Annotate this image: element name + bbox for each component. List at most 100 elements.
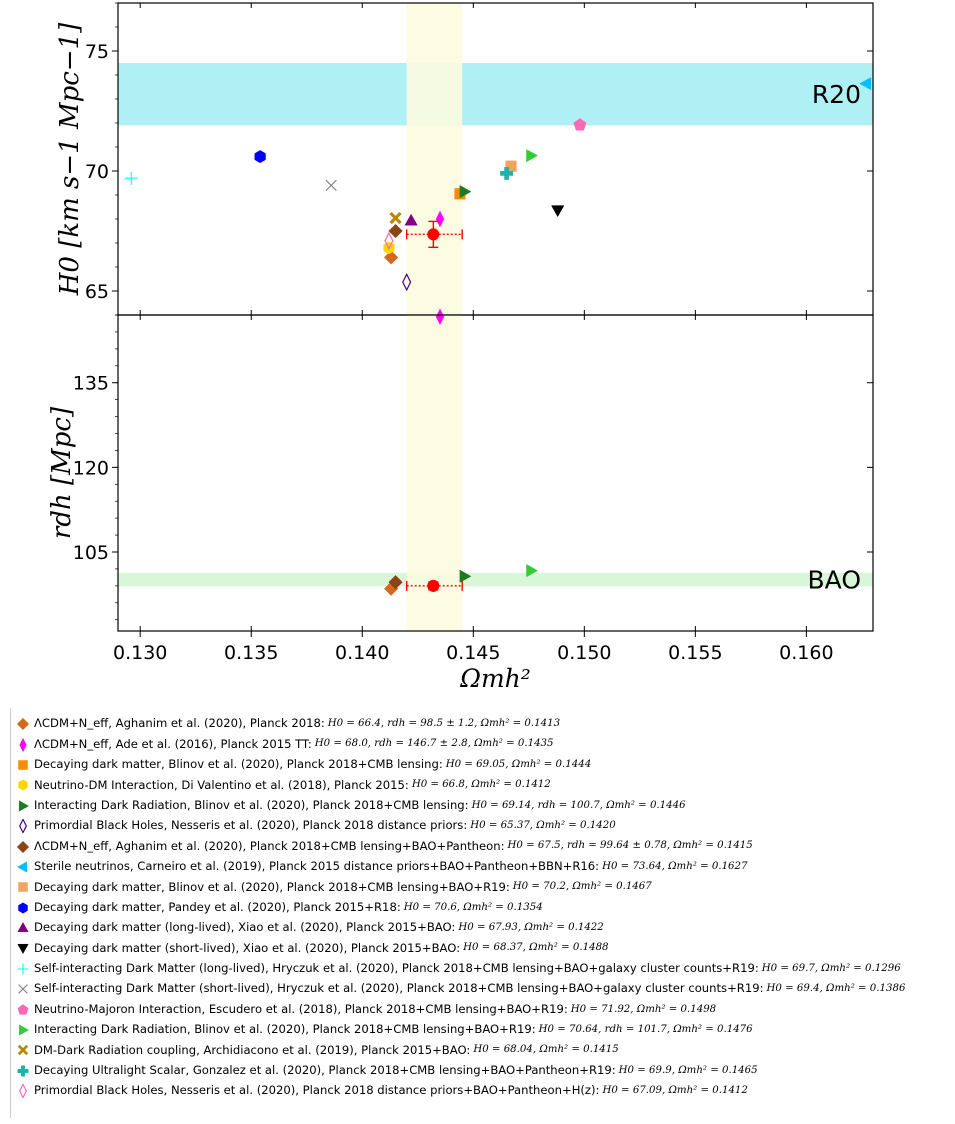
legend-values: H0 = 73.64, Ωmh² = 0.1627 bbox=[602, 860, 748, 872]
legend-values: H0 = 69.4, Ωmh² = 0.1386 bbox=[766, 983, 906, 995]
legend-values: H0 = 68.04, Ωmh² = 0.1415 bbox=[473, 1044, 619, 1056]
legend-marker-icon bbox=[18, 882, 28, 893]
legend-item: Decaying dark matter (short-lived), Xiao… bbox=[11, 938, 945, 958]
legend-values: H0 = 69.14, rdh = 100.7, Ωmh² = 0.1446 bbox=[471, 799, 686, 811]
legend-item: Interacting Dark Radiation, Blinov et al… bbox=[11, 1020, 945, 1040]
data-point bbox=[388, 575, 403, 590]
legend-values: H0 = 69.9, Ωmh² = 0.1465 bbox=[618, 1064, 758, 1076]
legend-values: H0 = 70.64, rdh = 101.7, Ωmh² = 0.1476 bbox=[538, 1023, 753, 1035]
x-axis-label: Ωmh² bbox=[459, 664, 531, 693]
y-tick-label: 70 bbox=[85, 161, 109, 183]
legend-marker-icon bbox=[17, 944, 29, 955]
rdh-panel: BAO 105 120 135 rdh [Mpc] bbox=[47, 308, 874, 632]
y-tick-label: 105 bbox=[73, 542, 109, 564]
data-point bbox=[389, 211, 402, 225]
legend-label: Sterile neutrinos, Carneiro et al. (2019… bbox=[34, 859, 600, 874]
legend-values: H0 = 67.93, Ωmh² = 0.1422 bbox=[458, 922, 604, 933]
data-point bbox=[459, 569, 472, 583]
legend-values: H0 = 67.5, rdh = 99.64 ± 0.78, Ωmh² = 0.… bbox=[507, 840, 753, 852]
legend-label: ΛCDM+N_eff, Ade et al. (2016), Planck 20… bbox=[34, 736, 312, 751]
legend-item: Decaying dark matter, Blinov et al. (202… bbox=[11, 877, 945, 897]
legend-values: H0 = 71.92, Ωmh² = 0.1498 bbox=[570, 1003, 717, 1015]
data-point bbox=[124, 171, 138, 185]
legend-values: H0 = 66.4, rdh = 98.5 ± 1.2, Ωmh² = 0.14… bbox=[327, 718, 561, 730]
legend-item: ΛCDM+N_eff, Ade et al. (2016), Planck 20… bbox=[11, 734, 945, 754]
legend-item: Neutrino-Majoron Interaction, Escudero e… bbox=[11, 999, 945, 1019]
legend-values: H0 = 69.7, Ωmh² = 0.1296 bbox=[761, 962, 901, 974]
y-axis-label-rdh: rdh [Mpc] bbox=[47, 406, 77, 539]
y-tick-label: 135 bbox=[73, 373, 109, 395]
legend: ΛCDM+N_eff, Aghanim et al. (2020), Planc… bbox=[10, 708, 945, 1118]
legend-label: Interacting Dark Radiation, Blinov et al… bbox=[34, 1022, 536, 1037]
legend-values: H0 = 69.05, Ωmh² = 0.1444 bbox=[445, 758, 592, 770]
y-tick-label: 75 bbox=[85, 41, 109, 63]
legend-values: H0 = 68.37, Ωmh² = 0.1488 bbox=[463, 942, 609, 954]
legend-marker-icon bbox=[17, 922, 29, 933]
legend-label: Self-interacting Dark Matter (long-lived… bbox=[34, 961, 759, 976]
legend-marker-icon bbox=[18, 1024, 30, 1036]
x-tick-label: 0.150 bbox=[557, 642, 611, 664]
reference-point bbox=[427, 579, 440, 592]
data-point bbox=[325, 179, 337, 191]
legend-label: Neutrino-Majoron Interaction, Escudero e… bbox=[34, 1001, 568, 1016]
legend-item: Decaying dark matter (long-lived), Xiao … bbox=[11, 918, 945, 938]
legend-values: H0 = 68.0, rdh = 146.7 ± 2.8, Ωmh² = 0.1… bbox=[314, 738, 554, 750]
legend-label: Decaying dark matter (long-lived), Xiao … bbox=[34, 920, 456, 935]
data-point bbox=[402, 272, 412, 292]
legend-item: Primordial Black Holes, Nesseris et al. … bbox=[11, 816, 945, 836]
legend-label: Decaying dark matter, Pandey et al. (202… bbox=[34, 899, 401, 914]
legend-label: Primordial Black Holes, Nesseris et al. … bbox=[34, 1083, 600, 1098]
legend-item: DM-Dark Radiation coupling, Archidiacono… bbox=[11, 1040, 945, 1060]
x-tick-label: 0.135 bbox=[224, 642, 278, 664]
legend-values: H0 = 67.09, Ωmh² = 0.1412 bbox=[602, 1085, 748, 1097]
legend-marker-icon bbox=[16, 840, 30, 853]
legend-values: H0 = 70.6, Ωmh² = 0.1354 bbox=[403, 901, 543, 913]
data-point bbox=[435, 210, 445, 228]
legend-label: ΛCDM+N_eff, Aghanim et al. (2020), Planc… bbox=[34, 716, 325, 731]
legend-marker-icon bbox=[16, 861, 28, 873]
legend-item: Decaying Ultralight Scalar, Gonzalez et … bbox=[11, 1061, 945, 1081]
legend-label: Interacting Dark Radiation, Blinov et al… bbox=[34, 797, 469, 812]
legend-label: Decaying dark matter, Blinov et al. (202… bbox=[34, 879, 510, 894]
data-point bbox=[551, 205, 565, 218]
legend-item: ΛCDM+N_eff, Aghanim et al. (2020), Planc… bbox=[11, 714, 945, 734]
legend-values: H0 = 70.2, Ωmh² = 0.1467 bbox=[512, 881, 652, 893]
reference-point bbox=[427, 228, 440, 241]
legend-marker-icon bbox=[19, 737, 27, 752]
panel-frame bbox=[117, 2, 874, 316]
legend-values: H0 = 66.8, Ωmh² = 0.1412 bbox=[411, 779, 551, 791]
bao-label: BAO bbox=[808, 566, 862, 595]
data-point bbox=[459, 185, 472, 199]
legend-label: ΛCDM+N_eff, Aghanim et al. (2020), Planc… bbox=[34, 838, 505, 853]
data-point bbox=[573, 118, 587, 131]
legend-marker-icon bbox=[17, 963, 29, 975]
data-point bbox=[859, 77, 872, 91]
legend-marker-icon bbox=[19, 1084, 27, 1099]
legend-label: Self-interacting Dark Matter (short-live… bbox=[34, 981, 764, 996]
legend-marker-icon bbox=[18, 779, 28, 791]
r20-band bbox=[118, 63, 873, 126]
legend-label: Decaying Ultralight Scalar, Gonzalez et … bbox=[34, 1063, 616, 1078]
legend-marker-icon bbox=[18, 800, 30, 812]
legend-label: DM-Dark Radiation coupling, Archidiacono… bbox=[34, 1042, 471, 1057]
legend-item: ΛCDM+N_eff, Aghanim et al. (2020), Planc… bbox=[11, 836, 945, 856]
legend-label: Neutrino-DM Interaction, Di Valentino et… bbox=[34, 777, 409, 792]
omega-band bbox=[406, 3, 463, 315]
x-tick-label: 0.160 bbox=[779, 642, 833, 664]
x-tick-label: 0.140 bbox=[335, 642, 389, 664]
x-tick-label: 0.145 bbox=[446, 642, 500, 664]
y-tick-label: 120 bbox=[73, 457, 109, 479]
data-point bbox=[404, 213, 418, 226]
legend-marker-icon bbox=[18, 902, 28, 914]
legend-label: Primordial Black Holes, Nesseris et al. … bbox=[34, 818, 468, 833]
legend-values: H0 = 65.37, Ωmh² = 0.1420 bbox=[470, 820, 616, 832]
legend-item: Decaying dark matter, Pandey et al. (202… bbox=[11, 898, 945, 918]
legend-marker-icon bbox=[18, 760, 28, 770]
data-point bbox=[384, 231, 394, 250]
legend-marker-icon bbox=[18, 984, 28, 995]
data-point bbox=[388, 223, 403, 239]
legend-marker-icon bbox=[17, 1045, 29, 1056]
data-point bbox=[526, 563, 539, 578]
